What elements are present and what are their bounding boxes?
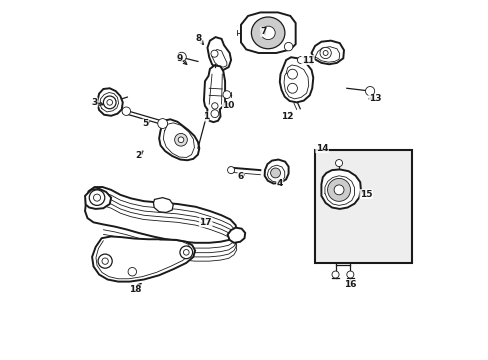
Circle shape [93,194,101,201]
Circle shape [178,137,183,143]
Ellipse shape [251,17,285,49]
Text: 15: 15 [359,190,372,199]
Polygon shape [279,57,313,102]
Text: 7: 7 [260,27,266,36]
Text: 18: 18 [129,285,141,294]
Circle shape [128,267,136,276]
Text: 6: 6 [237,172,244,181]
Circle shape [297,57,304,64]
Circle shape [335,159,342,167]
Text: 9: 9 [176,54,182,63]
Circle shape [223,91,230,99]
Text: 17: 17 [199,218,212,227]
Circle shape [122,107,130,116]
Circle shape [180,246,192,259]
Circle shape [89,190,104,206]
Circle shape [102,258,108,264]
Polygon shape [85,187,236,243]
Circle shape [323,50,327,55]
Circle shape [210,110,218,118]
Circle shape [287,69,297,79]
Polygon shape [92,237,195,282]
Text: 11: 11 [301,55,314,64]
Text: 3: 3 [91,98,98,107]
Text: 14: 14 [315,144,328,153]
Polygon shape [153,198,173,212]
Polygon shape [311,41,343,64]
Circle shape [103,96,116,109]
Circle shape [183,249,189,255]
Polygon shape [264,159,288,184]
Circle shape [287,83,297,93]
Circle shape [227,167,234,174]
Polygon shape [321,170,360,209]
Circle shape [331,271,338,278]
Text: 8: 8 [195,34,202,43]
Circle shape [174,134,187,146]
Ellipse shape [327,179,350,201]
Text: 5: 5 [142,119,148,128]
Text: 13: 13 [368,94,381,103]
Circle shape [346,271,353,278]
Polygon shape [85,189,111,209]
Polygon shape [207,37,231,70]
Circle shape [98,254,112,268]
Text: 1: 1 [202,112,208,121]
Text: 4: 4 [276,179,283,188]
Text: 16: 16 [344,280,356,289]
Polygon shape [97,88,122,116]
Circle shape [210,50,218,57]
Circle shape [211,103,218,109]
Polygon shape [159,119,199,160]
Bar [314,150,411,263]
Circle shape [284,42,292,51]
Ellipse shape [261,26,275,40]
Circle shape [107,100,112,105]
Polygon shape [227,228,244,243]
Polygon shape [203,66,224,122]
Circle shape [365,86,374,96]
Text: 2: 2 [135,151,142,160]
Circle shape [177,52,186,62]
Text: 10: 10 [222,102,234,111]
Circle shape [319,48,330,59]
Circle shape [158,118,167,129]
Polygon shape [241,12,295,53]
Ellipse shape [333,185,343,195]
Text: 12: 12 [280,112,292,121]
Circle shape [270,168,280,178]
